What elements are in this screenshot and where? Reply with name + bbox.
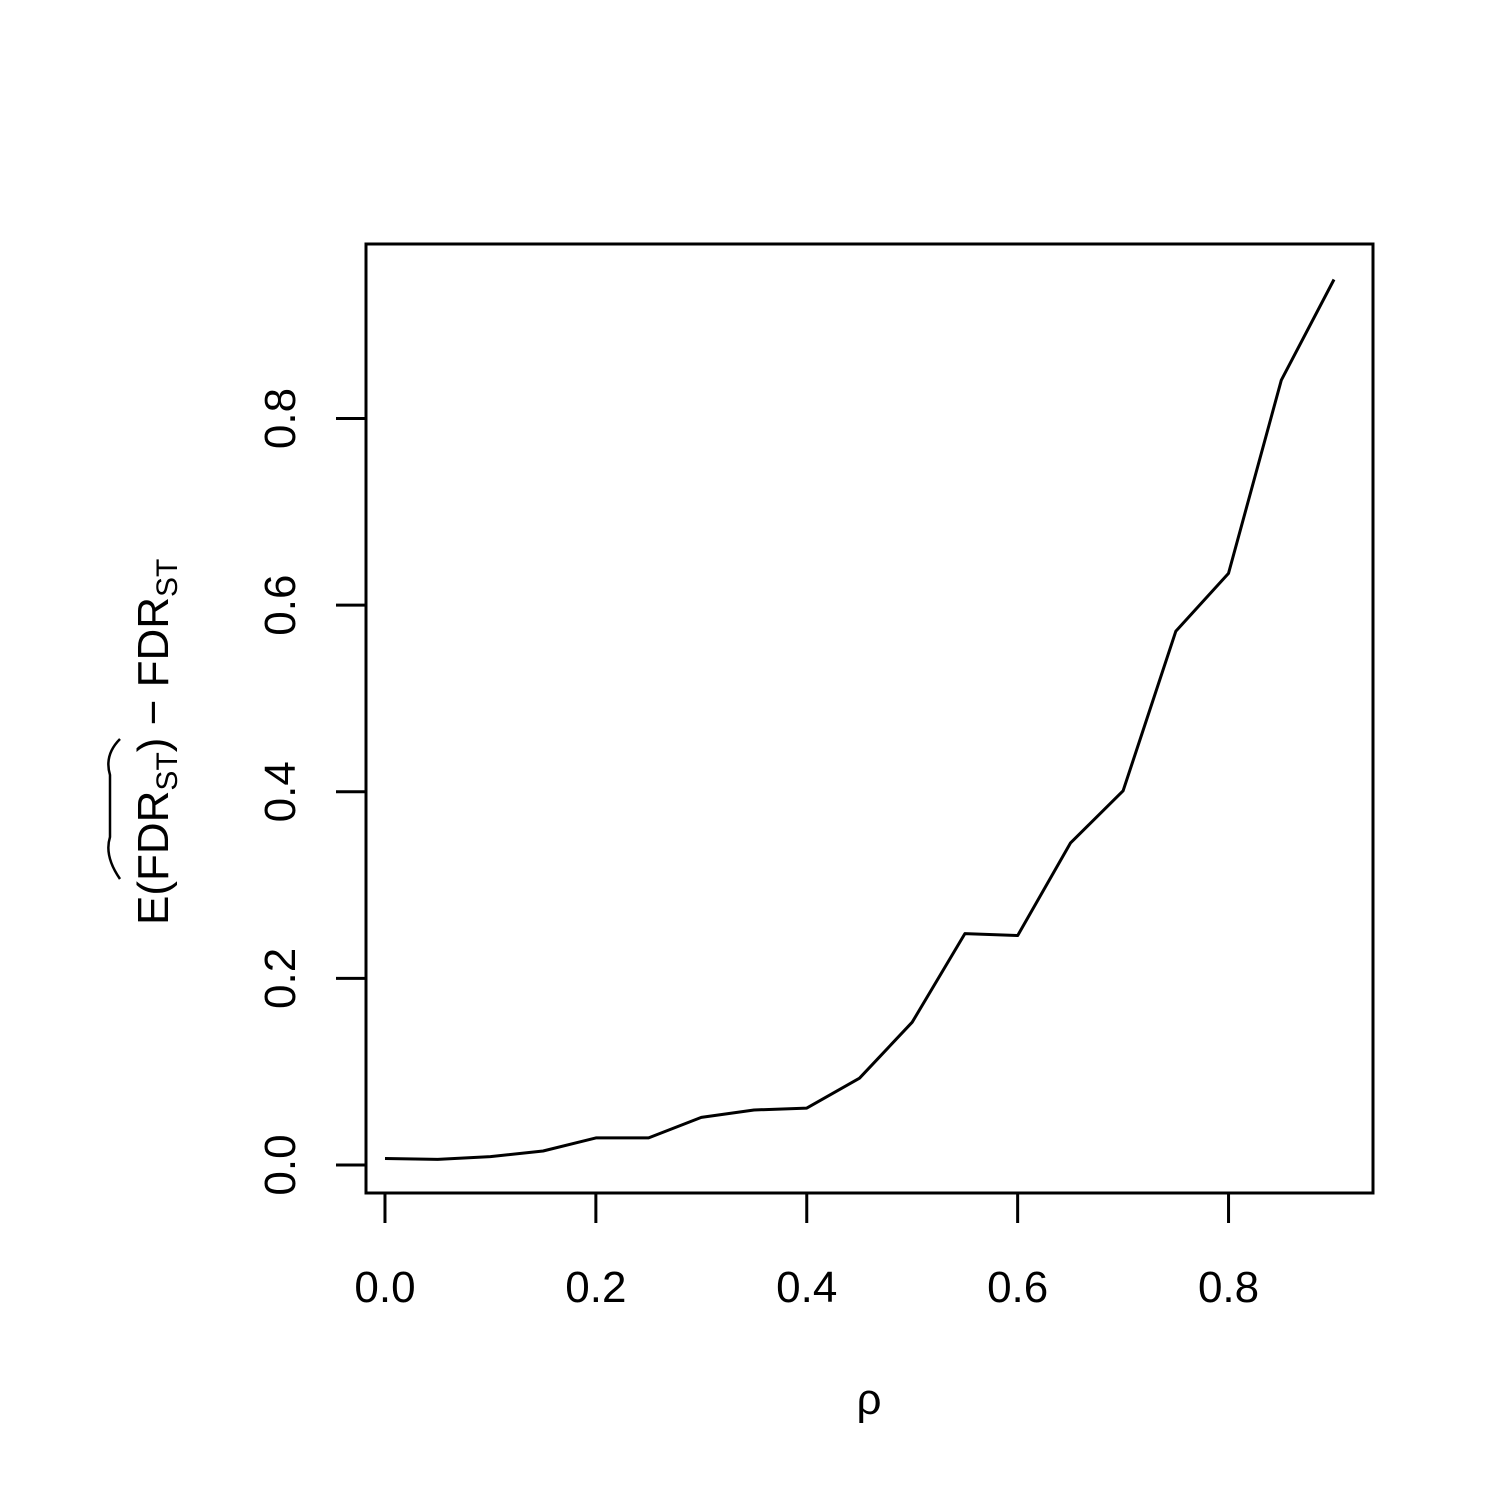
- y-tick-label: 0.6: [256, 575, 305, 636]
- y-axis-title-hat-term: FDR: [129, 791, 178, 881]
- y-axis-title-hat-subscript: ST: [151, 752, 184, 790]
- x-tick-label: 0.2: [565, 1263, 626, 1312]
- x-axis-title: ρ: [856, 1375, 881, 1424]
- x-axis: 0.0 0.2 0.4 0.6 0.8: [354, 1191, 1259, 1312]
- plot-frame: [364, 242, 1375, 1195]
- x-tick-label: 0.0: [354, 1263, 415, 1312]
- svg-text:E(FDRST) − FDRST: E(FDRST) − FDRST: [129, 559, 184, 925]
- y-axis-title-middle: ) − FDR: [129, 597, 178, 752]
- y-tick-label: 0.0: [256, 1134, 305, 1195]
- y-tick-label: 0.4: [256, 761, 305, 822]
- hat-accent: [107, 738, 122, 880]
- y-tick-label: 0.8: [256, 388, 305, 449]
- series-layer: [384, 278, 1336, 1161]
- y-axis-title-subscript: ST: [151, 559, 184, 597]
- y-axis-title-prefix: E(: [129, 881, 178, 925]
- series-line: [384, 278, 1336, 1161]
- x-tick-label: 0.4: [776, 1263, 837, 1312]
- y-axis-title: E(FDRST) − FDRST: [107, 559, 184, 925]
- x-tick-label: 0.8: [1198, 1263, 1259, 1312]
- y-tick-label: 0.2: [256, 948, 305, 1009]
- x-tick-label: 0.6: [987, 1263, 1048, 1312]
